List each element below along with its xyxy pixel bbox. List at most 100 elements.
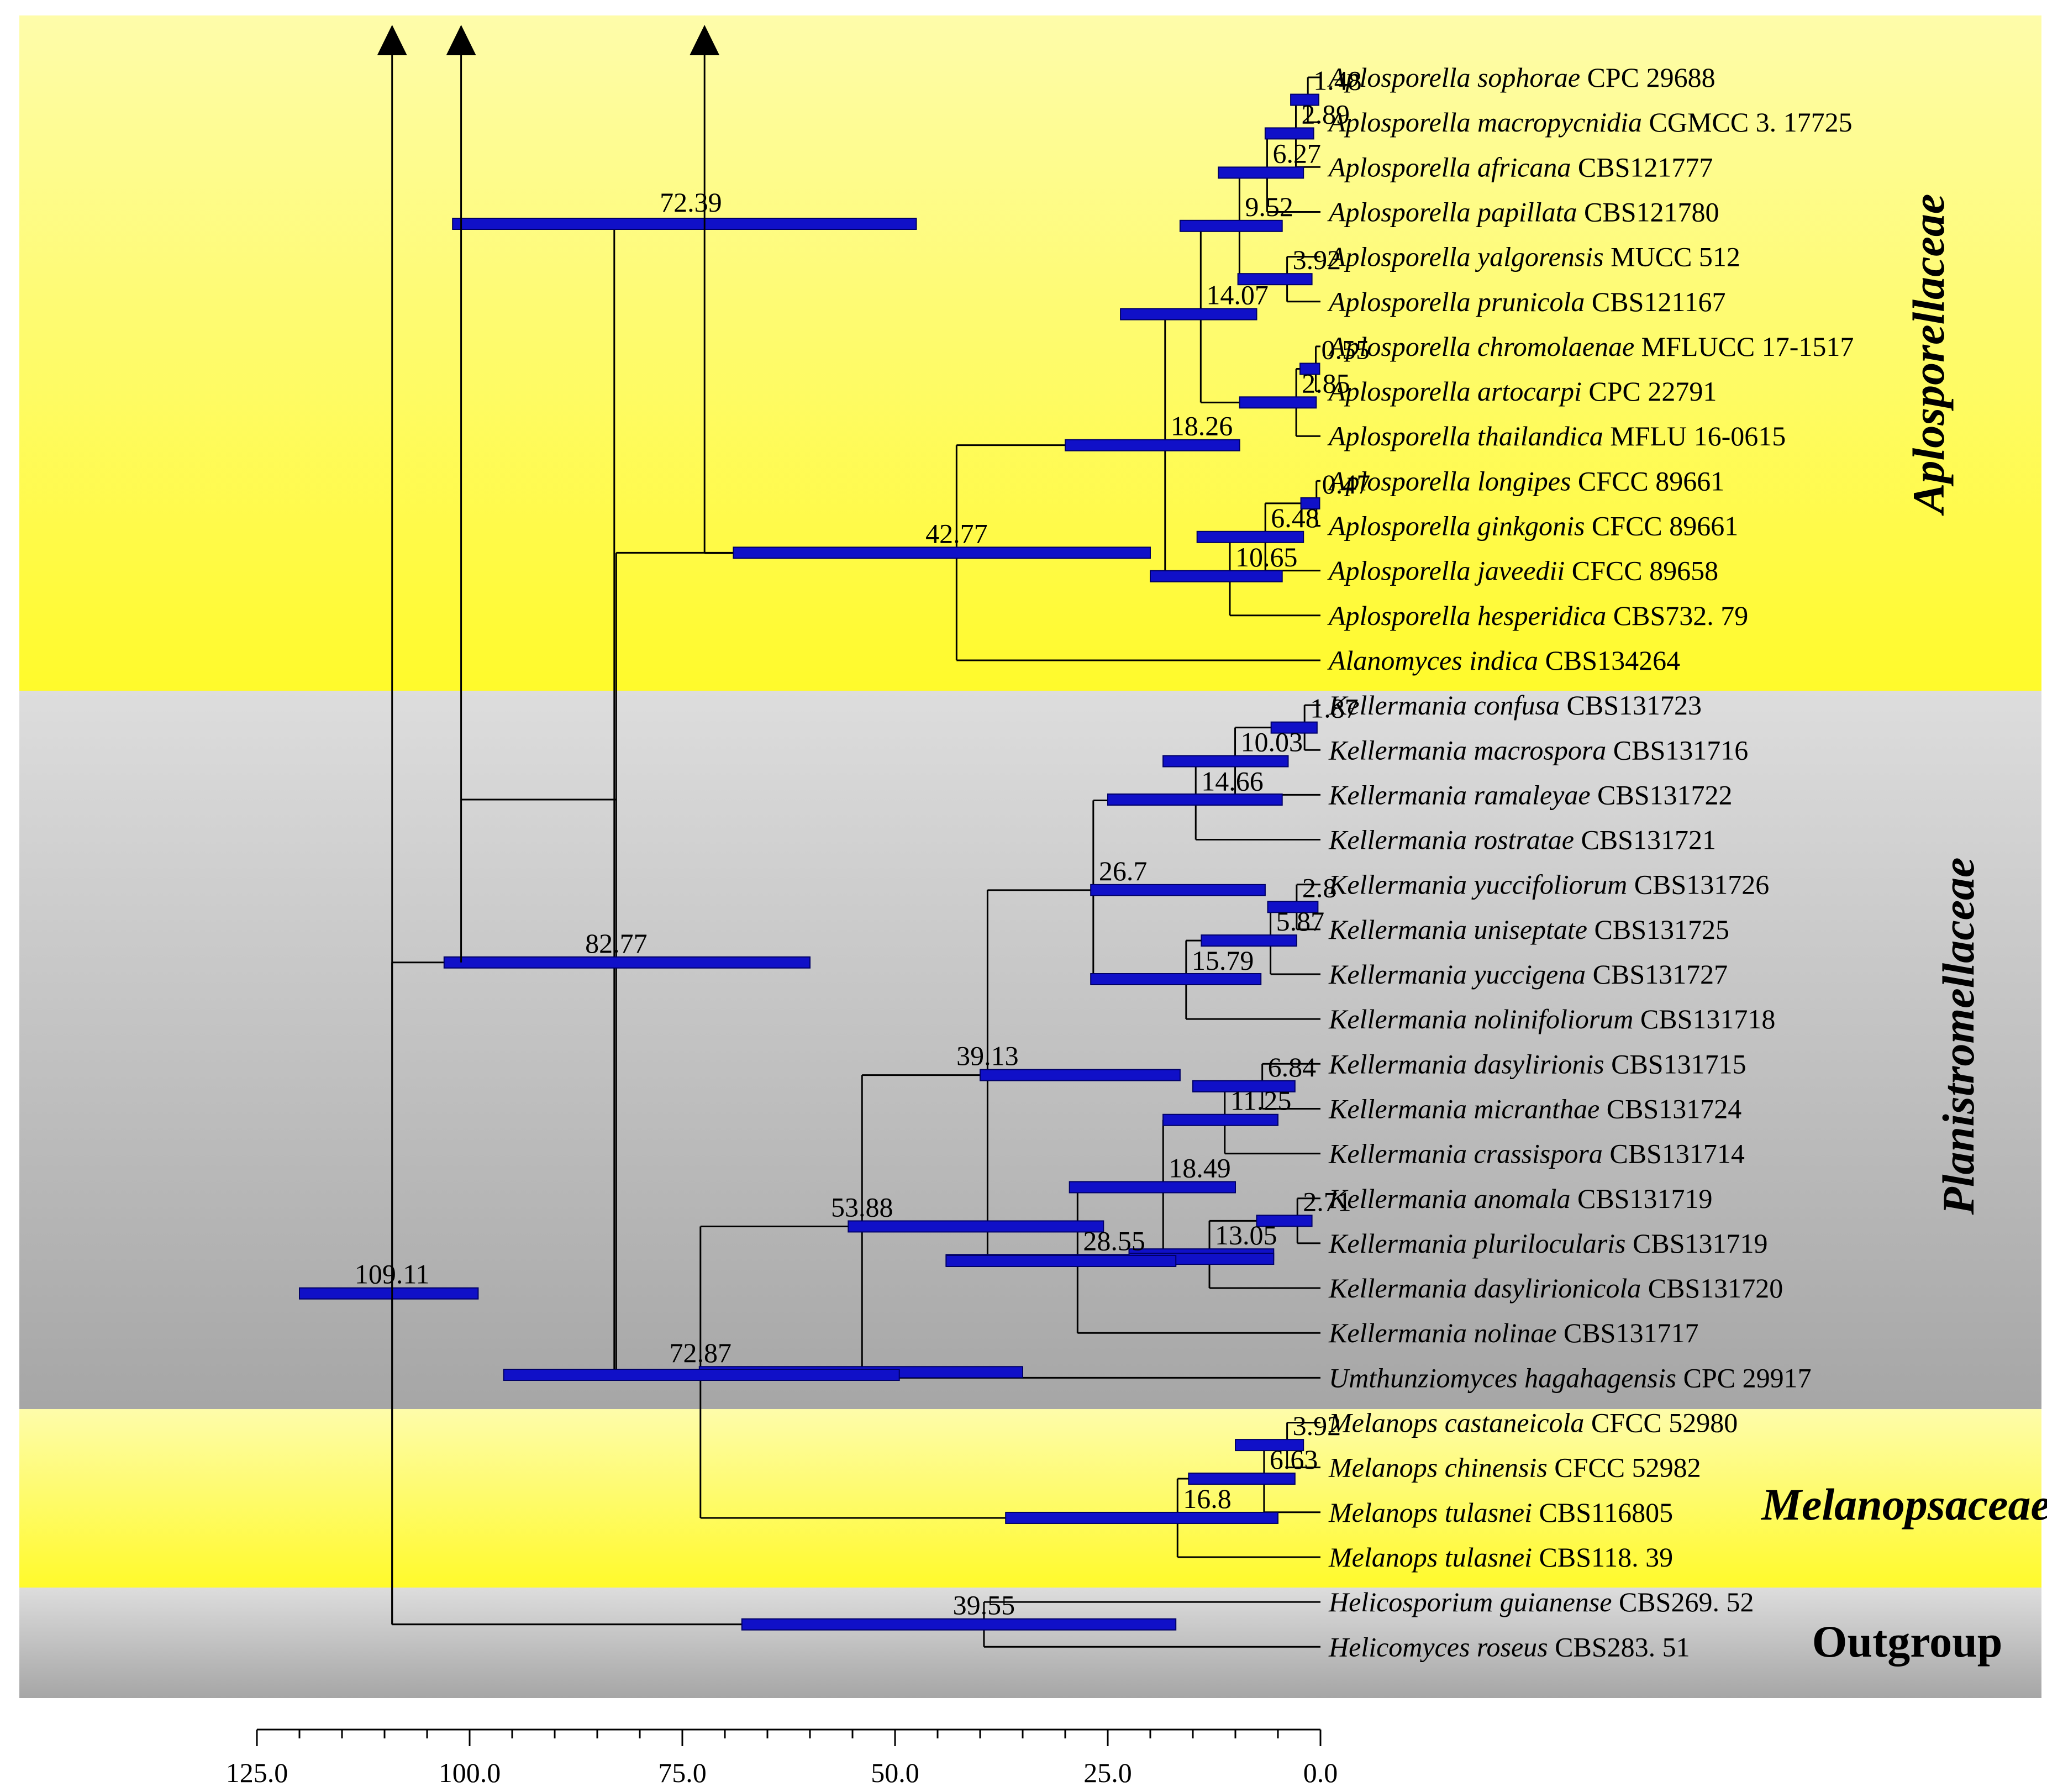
- root-arrows: [377, 25, 720, 1625]
- taxon-label: Kellermania ramaleyae CBS131722: [1328, 779, 1733, 810]
- hpd-bar-n10: [1196, 530, 1304, 543]
- taxon-label: Kellermania nolinifoliorum CBS131718: [1328, 1003, 1775, 1034]
- node-age-n16: 14.66: [1201, 766, 1264, 797]
- taxon-species-name: Melanops tulasnei: [1328, 1542, 1532, 1573]
- taxon-strain-code: CBS131716: [1606, 734, 1748, 765]
- node-age-72-39: 72.39: [660, 187, 722, 218]
- hpd-bars: [299, 93, 1320, 1631]
- hpd-bar-28-55-lower: [945, 1255, 1177, 1267]
- taxon-strain-code: CBS131717: [1556, 1317, 1698, 1348]
- node-age-n25: 18.49: [1169, 1152, 1231, 1183]
- hpd-bar-n8: [1120, 308, 1257, 320]
- taxon-species-name: Aplosporella artocarpi: [1327, 376, 1582, 407]
- hpd-bar-n30: [1188, 1472, 1296, 1485]
- taxon-label: Aplosporella papillata CBS121780: [1327, 196, 1719, 227]
- taxon-species-name: Kellermania ramaleyae: [1328, 779, 1591, 810]
- hpd-bar-n34: [741, 1618, 1177, 1631]
- node-age-n32: 72.87: [670, 1337, 732, 1368]
- node-age-n22: 11.25: [1230, 1085, 1292, 1116]
- taxon-strain-code: CBS121777: [1571, 151, 1713, 182]
- node-age-n23: 2.71: [1303, 1186, 1351, 1217]
- node-age-n3: 6.27: [1272, 138, 1321, 169]
- taxon-label: Umthunziomyces hagahagensis CPC 29917: [1329, 1362, 1812, 1393]
- taxon-strain-code: MFLUCC 17-1517: [1634, 331, 1854, 362]
- taxon-label: Kellermania anomala CBS131719: [1328, 1183, 1713, 1214]
- taxon-label: Melanops tulasnei CBS116805: [1328, 1497, 1673, 1528]
- taxon-strain-code: CFCC 52982: [1548, 1452, 1701, 1483]
- hpd-bar-14-66-upper: [1107, 793, 1283, 806]
- hpd-bar-n17: [1267, 901, 1319, 913]
- arrow-head-icon: [690, 25, 720, 55]
- hpd-bar-n2: [1264, 127, 1314, 140]
- taxon-label: Kellermania crassispora CBS131714: [1328, 1138, 1745, 1169]
- hpd-bar-n1: [1290, 93, 1319, 106]
- taxon-strain-code: CBS131727: [1586, 959, 1728, 990]
- taxon-species-name: Kellermania dasylirionicola: [1328, 1273, 1641, 1304]
- taxon-strain-code: CBS131724: [1599, 1093, 1741, 1124]
- node-age-n30: 6.63: [1270, 1444, 1318, 1475]
- taxon-label: Kellermania dasylirionicola CBS131720: [1328, 1273, 1783, 1304]
- family-label-melanopsaceae: Melanopsaceae: [1760, 1479, 2047, 1530]
- taxon-species-name: Kellermania uniseptate: [1328, 914, 1587, 945]
- taxon-species-name: Aplosporella javeedii: [1327, 555, 1565, 586]
- taxon-strain-code: CBS116805: [1532, 1497, 1673, 1528]
- taxon-strain-code: CBS118. 39: [1532, 1542, 1673, 1573]
- taxon-strain-code: CFCC 89661: [1571, 465, 1724, 496]
- axis-tick-label: 0.0: [1303, 1757, 1338, 1788]
- taxon-label: Aplosporella javeedii CFCC 89658: [1327, 555, 1718, 586]
- taxon-label: Aplosporella ginkgonis CFCC 89661: [1327, 511, 1738, 542]
- axis-tick-label: 75.0: [658, 1757, 707, 1788]
- node-age-n11: 10.65: [1235, 542, 1298, 572]
- taxon-strain-code: CGMCC 3. 17725: [1642, 107, 1853, 138]
- taxon-strain-code: CBS131722: [1591, 779, 1733, 810]
- taxon-strain-code: CBS283. 51: [1548, 1631, 1690, 1662]
- taxon-label: Kellermania plurilocularis CBS131719: [1328, 1228, 1768, 1259]
- taxon-species-name: Kellermania yuccifoliorum: [1328, 869, 1627, 900]
- taxon-label: Aplosporella macropycnidia CGMCC 3. 1772…: [1327, 107, 1853, 138]
- taxon-strain-code: CBS732. 79: [1606, 600, 1748, 631]
- taxon-label: Aplosporella thailandica MFLU 16-0615: [1327, 421, 1786, 451]
- hpd-bar-n35: [299, 1287, 479, 1300]
- arrow-head-icon: [377, 25, 407, 55]
- arrow-head-icon: [446, 25, 476, 55]
- node-age-n24: 13.05: [1215, 1220, 1277, 1250]
- node-age-n14: 1.87: [1310, 693, 1359, 724]
- node-age-n20: 26.7: [1099, 855, 1147, 886]
- node-age-n18: 5.87: [1276, 906, 1325, 937]
- taxon-strain-code: CPC 22791: [1582, 376, 1717, 407]
- taxon-strain-code: MFLU 16-0615: [1603, 421, 1786, 451]
- node-age-n31: 16.8: [1183, 1483, 1232, 1514]
- node-age-n10: 6.48: [1271, 502, 1319, 533]
- taxon-label: Helicosporium guianense CBS269. 52: [1328, 1586, 1754, 1617]
- taxon-strain-code: CBS269. 52: [1612, 1586, 1754, 1617]
- hpd-bar-n28: [848, 1220, 1104, 1233]
- taxon-label: Kellermania rostratae CBS131721: [1328, 824, 1716, 855]
- taxon-strain-code: CBS131714: [1603, 1138, 1745, 1169]
- node-age-n17: 2.8: [1302, 872, 1337, 903]
- taxon-species-name: Helicosporium guianense: [1328, 1586, 1612, 1617]
- node-age-n6: 0.55: [1322, 334, 1370, 365]
- band-outgroup: [19, 1588, 2041, 1698]
- taxon-species-name: Kellermania nolinae: [1328, 1317, 1556, 1348]
- node-age-n29: 3.92: [1293, 1410, 1341, 1441]
- node-age-n9: 0.47: [1322, 469, 1371, 500]
- taxon-label: Kellermania micranthae CBS131724: [1328, 1093, 1741, 1124]
- hpd-bar-n18: [1201, 934, 1297, 947]
- taxon-label: Kellermania uniseptate CBS131725: [1328, 914, 1729, 945]
- hpd-bar-n21: [1192, 1080, 1296, 1092]
- hpd-bar-n6: [1299, 362, 1320, 375]
- hpd-bar-n31: [1005, 1511, 1278, 1524]
- hpd-bar-15-79-lower: [1090, 973, 1262, 985]
- hpd-bar-n12: [1065, 439, 1240, 451]
- taxon-species-name: Aplosporella africana: [1327, 151, 1571, 182]
- hpd-bar-n14: [1270, 721, 1318, 734]
- taxon-label: Kellermania macrospora CBS131716: [1328, 734, 1748, 765]
- taxon-strain-code: CPC 29917: [1676, 1362, 1812, 1393]
- taxon-strain-code: MUCC 512: [1604, 241, 1740, 272]
- taxon-strain-code: CBS131721: [1574, 824, 1716, 855]
- taxon-label: Aplosporella africana CBS121777: [1327, 151, 1713, 182]
- node-age-n7: 2.85: [1302, 367, 1350, 398]
- hpd-bar-n13: [733, 546, 1151, 559]
- taxon-species-name: Kellermania micranthae: [1328, 1093, 1599, 1124]
